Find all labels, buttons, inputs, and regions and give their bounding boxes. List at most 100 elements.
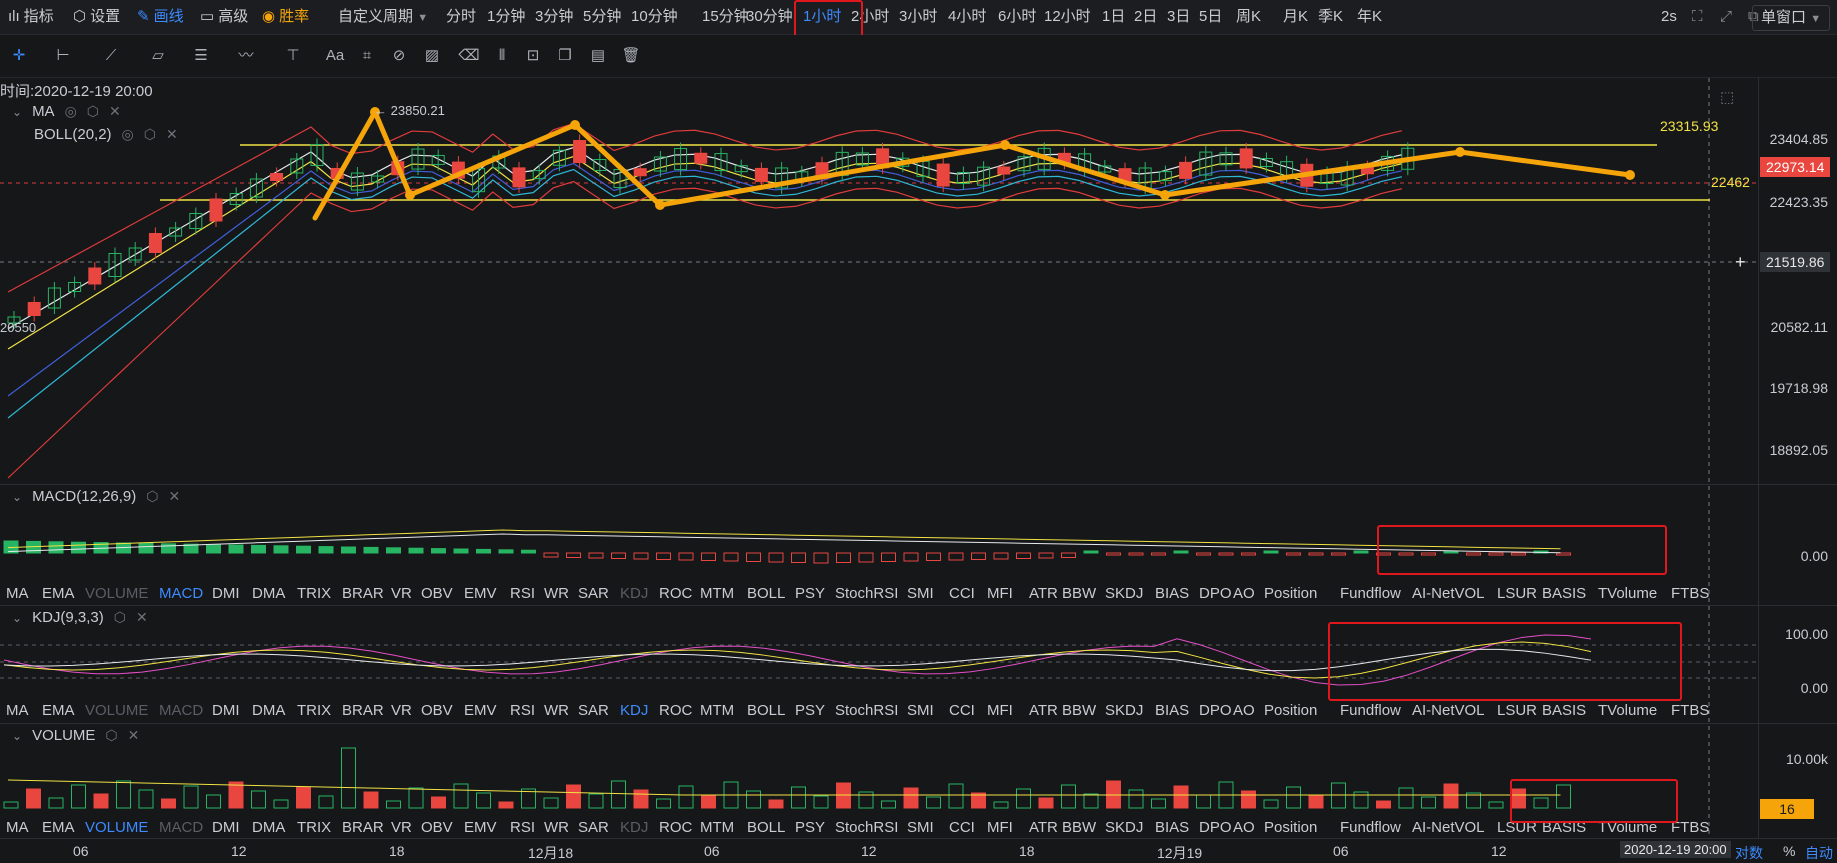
period-0[interactable]: 分时 xyxy=(446,8,477,25)
indicator-tab-bias[interactable]: BIAS xyxy=(1155,585,1190,602)
indicator-tab-mfi[interactable]: MFI xyxy=(987,819,1013,836)
indicator-tab-volume[interactable]: VOLUME xyxy=(85,819,149,836)
indicator-tab-dmi[interactable]: DMI xyxy=(212,585,240,602)
indicator-tab-position[interactable]: Position xyxy=(1264,819,1318,836)
indicator-tab-ma[interactable]: MA xyxy=(6,585,29,602)
indicator-tab-roc[interactable]: ROC xyxy=(659,819,693,836)
indicator-tab-lsur[interactable]: LSUR xyxy=(1497,702,1538,719)
indicator-tab-position[interactable]: Position xyxy=(1264,585,1318,602)
log-scale-toggle[interactable]: 对数 xyxy=(1735,845,1763,861)
indicator-tab-kdj[interactable]: KDJ xyxy=(620,702,649,719)
indicator-tab-mfi[interactable]: MFI xyxy=(987,585,1013,602)
macd-legend[interactable]: ⌄ MACD(12,26,9) ⬡ ✕ xyxy=(12,488,181,505)
indicator-tab-atr[interactable]: ATR xyxy=(1029,819,1058,836)
indicator-tab-tvolume[interactable]: TVolume xyxy=(1598,585,1658,602)
indicator-tab-roc[interactable]: ROC xyxy=(659,702,693,719)
indicator-tab-boll[interactable]: BOLL xyxy=(747,585,786,602)
winrate-button[interactable]: ◉ 胜率 xyxy=(262,8,310,25)
indicator-tab-bbw[interactable]: BBW xyxy=(1062,819,1097,836)
indicator-tab-bias[interactable]: BIAS xyxy=(1155,702,1190,719)
fullscreen-icon[interactable]: ⛶ xyxy=(1692,8,1703,25)
pane-divider[interactable] xyxy=(0,605,1837,606)
popout-icon[interactable]: ⧉ xyxy=(1748,8,1759,25)
auto-scale-toggle[interactable]: 自动 xyxy=(1805,845,1833,861)
indicator-tab-dpo[interactable]: DPO xyxy=(1199,702,1232,719)
indicator-tab-trix[interactable]: TRIX xyxy=(297,819,332,836)
indicator-tab-stochrsi[interactable]: StochRSI xyxy=(835,819,899,836)
custom-period-dropdown[interactable]: 自定义周期 ▼ xyxy=(338,8,429,25)
window-mode-dropdown[interactable]: 单窗口 ▼ xyxy=(1752,5,1831,31)
indicator-tab-tvolume[interactable]: TVolume xyxy=(1598,702,1658,719)
indicator-tab-trix[interactable]: TRIX xyxy=(297,702,332,719)
indicator-tab-obv[interactable]: OBV xyxy=(421,585,453,602)
period-5[interactable]: 15分钟 xyxy=(702,8,749,25)
pane-divider[interactable] xyxy=(0,723,1837,724)
period-16[interactable]: 5日 xyxy=(1199,8,1223,25)
indicator-tab-dmi[interactable]: DMI xyxy=(212,819,240,836)
gear-icon[interactable]: ⬡ xyxy=(146,488,159,504)
indicator-tab-basis[interactable]: BASIS xyxy=(1542,819,1587,836)
indicator-tab-dma[interactable]: DMA xyxy=(252,819,286,836)
add-alert-icon[interactable]: + xyxy=(1735,252,1746,272)
pane-divider[interactable] xyxy=(0,484,1837,485)
draw-button[interactable]: ✎ 画线 xyxy=(137,8,184,25)
indicator-tab-stochrsi[interactable]: StochRSI xyxy=(835,702,899,719)
period-20[interactable]: 年K xyxy=(1357,8,1383,25)
indicator-tab-skdj[interactable]: SKDJ xyxy=(1105,819,1144,836)
copy-icon[interactable]: ❐ xyxy=(558,47,572,64)
indicator-tab-volume[interactable]: VOLUME xyxy=(85,702,149,719)
kline-chart[interactable] xyxy=(0,78,1837,860)
settings-button[interactable]: ⬡ 设置 xyxy=(73,8,121,25)
indicator-tab-ma[interactable]: MA xyxy=(6,702,29,719)
indicator-tab-brar[interactable]: BRAR xyxy=(342,819,384,836)
kdj-legend[interactable]: ⌄ KDJ(9,3,3) ⬡ ✕ xyxy=(12,609,148,626)
indicator-tab-ftbs[interactable]: FTBS xyxy=(1671,585,1710,602)
period-13[interactable]: 1日 xyxy=(1102,8,1126,25)
maximize-pane-icon[interactable]: ⬚ xyxy=(1720,89,1735,106)
close-icon[interactable]: ✕ xyxy=(109,103,121,119)
indicator-tab-lsur[interactable]: LSUR xyxy=(1497,585,1538,602)
period-12[interactable]: 12小时 xyxy=(1044,8,1091,25)
gear-icon[interactable]: ⬡ xyxy=(113,609,126,625)
indicator-tab-tvolume[interactable]: TVolume xyxy=(1598,819,1658,836)
indicator-tab-psy[interactable]: PSY xyxy=(795,702,826,719)
indicator-tab-fundflow[interactable]: Fundflow xyxy=(1340,702,1401,719)
period-7[interactable]: 1小时 xyxy=(803,8,842,25)
indicator-tab-dpo[interactable]: DPO xyxy=(1199,819,1232,836)
indicator-tab-ao[interactable]: AO xyxy=(1233,702,1255,719)
period-10[interactable]: 4小时 xyxy=(948,8,987,25)
boll-legend[interactable]: BOLL(20,2) ◎ ⬡ ✕ xyxy=(34,126,178,143)
price-axis[interactable]: 23404.85 22423.35 20582.11 19718.98 1889… xyxy=(1758,78,1837,838)
indicator-tab-boll[interactable]: BOLL xyxy=(747,819,786,836)
indicator-tab-skdj[interactable]: SKDJ xyxy=(1105,585,1144,602)
indicator-button[interactable]: ılı 指标 xyxy=(8,8,54,25)
eye-icon[interactable]: ◎ xyxy=(64,103,77,119)
wave-tool-icon[interactable]: 〰 xyxy=(238,47,254,64)
indicator-tab-cci[interactable]: CCI xyxy=(949,702,975,719)
close-icon[interactable]: ✕ xyxy=(136,609,148,625)
period-9[interactable]: 3小时 xyxy=(899,8,938,25)
indicator-tab-vr[interactable]: VR xyxy=(391,702,412,719)
indicator-tab-ftbs[interactable]: FTBS xyxy=(1671,819,1710,836)
indicator-tab-vr[interactable]: VR xyxy=(391,585,412,602)
text-tool-icon[interactable]: Aa xyxy=(325,47,345,64)
indicator-tab-brar[interactable]: BRAR xyxy=(342,585,384,602)
ruler-tool-icon[interactable]: ▨ xyxy=(424,47,440,64)
period-15[interactable]: 3日 xyxy=(1167,8,1191,25)
indicator-tab-ai-netvol[interactable]: AI-NetVOL xyxy=(1412,702,1485,719)
volume-legend[interactable]: ⌄ VOLUME ⬡ ✕ xyxy=(12,727,140,744)
indicator-tab-wr[interactable]: WR xyxy=(544,819,569,836)
indicator-tab-psy[interactable]: PSY xyxy=(795,819,826,836)
visibility-tool-icon[interactable]: ⦀ xyxy=(498,47,506,64)
indicator-tab-smi[interactable]: SMI xyxy=(907,702,934,719)
indicator-tab-position[interactable]: Position xyxy=(1264,702,1318,719)
indicator-tab-mfi[interactable]: MFI xyxy=(987,702,1013,719)
crosshair-tool-icon[interactable]: ✛ xyxy=(12,47,26,64)
period-19[interactable]: 季K xyxy=(1318,8,1344,25)
gear-icon[interactable]: ⬡ xyxy=(143,126,156,142)
trash-icon[interactable]: 🗑 xyxy=(621,47,641,64)
indicator-tab-atr[interactable]: ATR xyxy=(1029,585,1058,602)
period-17[interactable]: 周K xyxy=(1236,8,1262,25)
indicator-tab-bbw[interactable]: BBW xyxy=(1062,702,1097,719)
indicator-tab-ema[interactable]: EMA xyxy=(42,702,75,719)
